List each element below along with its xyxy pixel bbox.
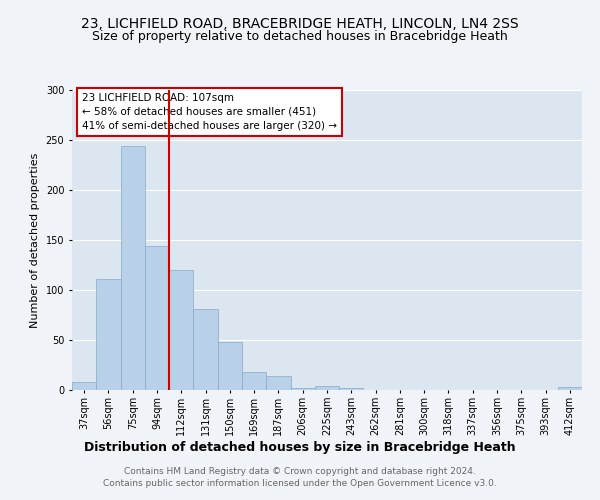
Bar [315,386,339,390]
Bar [145,246,169,390]
Bar [266,376,290,390]
Bar [218,342,242,390]
Bar [193,309,218,390]
Text: 23, LICHFIELD ROAD, BRACEBRIDGE HEATH, LINCOLN, LN4 2SS: 23, LICHFIELD ROAD, BRACEBRIDGE HEATH, L… [81,18,519,32]
Text: Size of property relative to detached houses in Bracebridge Heath: Size of property relative to detached ho… [92,30,508,43]
Bar [169,270,193,390]
Bar [242,372,266,390]
Bar [290,388,315,390]
Text: 23 LICHFIELD ROAD: 107sqm
← 58% of detached houses are smaller (451)
41% of semi: 23 LICHFIELD ROAD: 107sqm ← 58% of detac… [82,93,337,131]
Bar [339,388,364,390]
Bar [121,146,145,390]
Bar [96,279,121,390]
Text: Contains public sector information licensed under the Open Government Licence v3: Contains public sector information licen… [103,478,497,488]
Bar [558,387,582,390]
Y-axis label: Number of detached properties: Number of detached properties [30,152,40,328]
Bar [72,382,96,390]
Text: Contains HM Land Registry data © Crown copyright and database right 2024.: Contains HM Land Registry data © Crown c… [124,467,476,476]
Text: Distribution of detached houses by size in Bracebridge Heath: Distribution of detached houses by size … [84,441,516,454]
